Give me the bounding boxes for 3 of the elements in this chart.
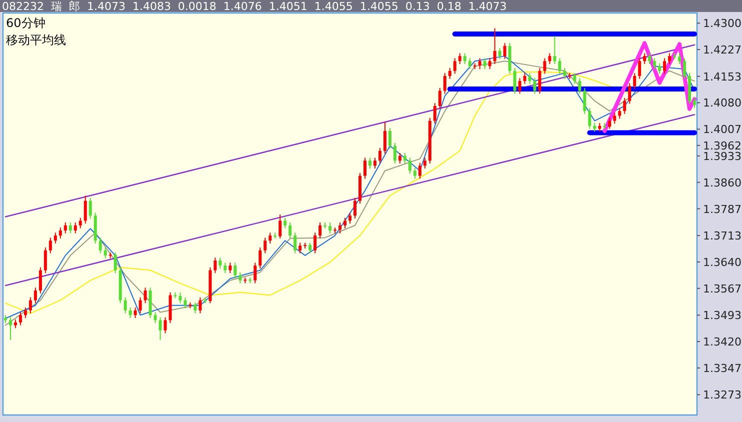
title: 082232 瑞 郎 1.4073 1.4083 0.0018 1.4076 1.4051 1.4055 1.4055 0.13 0.18 1.4073: [2, 0, 507, 13]
annotation: 移动平均线: [6, 33, 66, 47]
annotation: 60分钟: [6, 16, 46, 30]
